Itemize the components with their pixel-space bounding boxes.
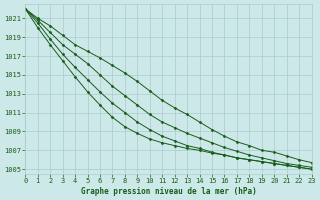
- X-axis label: Graphe pression niveau de la mer (hPa): Graphe pression niveau de la mer (hPa): [81, 187, 256, 196]
